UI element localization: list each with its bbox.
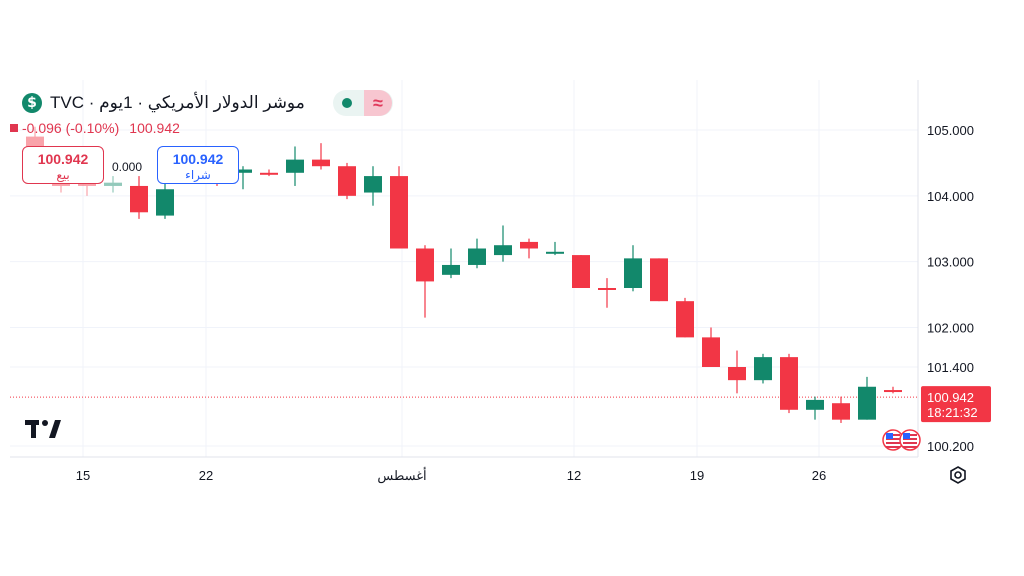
market-status-pill[interactable]: ≈ bbox=[333, 90, 393, 116]
candle-body bbox=[572, 255, 590, 288]
candle-body bbox=[546, 251, 564, 254]
sell-price: 100.942 bbox=[37, 151, 89, 167]
spread-value: 0.000 bbox=[112, 160, 143, 174]
sell-label: بيع bbox=[56, 168, 70, 182]
y-tick-label: 101.400 bbox=[927, 360, 974, 375]
candle bbox=[338, 162, 356, 200]
candle bbox=[104, 176, 122, 193]
x-tick-label: 22 bbox=[199, 468, 213, 483]
settings-icon[interactable] bbox=[948, 465, 968, 485]
candle bbox=[676, 297, 694, 338]
candle bbox=[130, 176, 148, 219]
candle bbox=[364, 166, 382, 206]
candle bbox=[650, 258, 668, 302]
candle-body bbox=[312, 159, 330, 167]
last-price: 100.942 bbox=[129, 120, 180, 136]
candle bbox=[546, 241, 564, 256]
x-tick-label: 12 bbox=[567, 468, 581, 483]
y-tick-label: 105.000 bbox=[927, 123, 974, 138]
candle bbox=[858, 376, 876, 420]
candle-body bbox=[520, 241, 538, 249]
us-flag-event-icon[interactable] bbox=[882, 429, 904, 451]
candle-body bbox=[728, 367, 746, 381]
candle bbox=[832, 396, 850, 423]
candle-body bbox=[676, 301, 694, 338]
candle-body bbox=[650, 258, 668, 302]
candle-body bbox=[806, 399, 824, 410]
candle-body bbox=[338, 166, 356, 196]
candle-body bbox=[364, 176, 382, 193]
candle bbox=[598, 278, 616, 308]
y-tick-label: 104.000 bbox=[927, 189, 974, 204]
candle bbox=[468, 238, 486, 269]
candle-body bbox=[702, 337, 720, 367]
candle-body bbox=[26, 136, 44, 147]
candle bbox=[156, 182, 174, 219]
price-tag-countdown: 18:21:32 bbox=[927, 405, 978, 420]
market-open-dot-icon bbox=[342, 98, 352, 108]
candle bbox=[806, 396, 824, 420]
candle bbox=[312, 143, 330, 170]
candle bbox=[286, 146, 304, 186]
y-tick-label: 102.000 bbox=[927, 321, 974, 336]
candle-body bbox=[754, 357, 772, 381]
sell-button[interactable]: 100.942 بيع bbox=[22, 146, 104, 184]
candle bbox=[416, 245, 434, 318]
candle bbox=[442, 248, 460, 279]
candle bbox=[728, 350, 746, 394]
candle-body bbox=[494, 245, 512, 256]
candle bbox=[520, 238, 538, 259]
candle-body bbox=[442, 264, 460, 275]
candle-body bbox=[104, 182, 122, 186]
candle bbox=[390, 166, 408, 249]
candle-body bbox=[598, 288, 616, 290]
down-marker-icon bbox=[10, 124, 18, 132]
candle bbox=[234, 166, 252, 190]
candle-body bbox=[78, 182, 96, 186]
candle-body bbox=[468, 248, 486, 265]
candle-body bbox=[416, 248, 434, 282]
x-tick-label: أغسطس bbox=[377, 467, 426, 484]
candle-body bbox=[624, 258, 642, 288]
buy-label: شراء bbox=[185, 168, 211, 182]
candle-body bbox=[832, 403, 850, 420]
tradingview-logo-icon[interactable] bbox=[25, 417, 63, 445]
y-tick-label: 103.000 bbox=[927, 255, 974, 270]
candle-body bbox=[780, 357, 798, 410]
buy-button[interactable]: 100.942 شراء bbox=[157, 146, 239, 184]
candle-body bbox=[156, 189, 174, 216]
price-tag-bg bbox=[921, 386, 991, 423]
candle bbox=[702, 327, 720, 367]
chart-header: $ موشر الدولار الأمريكي · 1يوم · TVC bbox=[22, 90, 305, 116]
candle bbox=[780, 353, 798, 414]
candle-body bbox=[260, 172, 278, 175]
candle bbox=[624, 245, 642, 292]
price-tag-value: 100.942 bbox=[927, 390, 974, 405]
delayed-data-icon: ≈ bbox=[364, 90, 392, 116]
x-tick-label: 26 bbox=[812, 468, 826, 483]
us-flag-event-icon[interactable] bbox=[899, 429, 921, 451]
dollar-icon: $ bbox=[22, 93, 42, 113]
candle-body bbox=[52, 182, 70, 186]
candle-body bbox=[286, 159, 304, 173]
symbol-title[interactable]: موشر الدولار الأمريكي · 1يوم · TVC bbox=[50, 93, 305, 112]
x-tick-label: 15 bbox=[76, 468, 90, 483]
candle bbox=[572, 255, 590, 288]
y-tick-label: 100.200 bbox=[927, 439, 974, 454]
buy-price: 100.942 bbox=[172, 151, 224, 167]
candle-body bbox=[234, 169, 252, 173]
candle bbox=[494, 225, 512, 262]
candle-body bbox=[130, 185, 148, 213]
candle bbox=[884, 386, 902, 394]
candle-body bbox=[884, 390, 902, 393]
price-change-line: -0.096 (-0.10%) 100.942 bbox=[10, 120, 180, 136]
candle bbox=[260, 169, 278, 177]
price-change: -0.096 (-0.10%) bbox=[22, 120, 120, 136]
candle-body bbox=[858, 386, 876, 420]
x-tick-label: 19 bbox=[690, 468, 704, 483]
candle-body bbox=[390, 176, 408, 249]
candle bbox=[754, 353, 772, 384]
